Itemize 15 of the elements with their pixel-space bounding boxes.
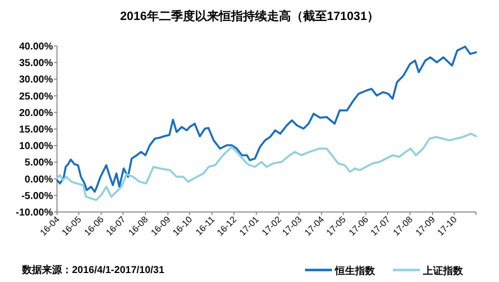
y-tick-label: 5.00% <box>24 158 54 169</box>
legend-label: 恒生指数 <box>334 265 376 277</box>
chart-title: 2016年二季度以来恒指持续走高（截至171031） <box>120 9 379 23</box>
y-tick-label: 10.00% <box>19 141 54 152</box>
y-tick-label: 15.00% <box>19 124 54 136</box>
y-tick-label: 0.00% <box>24 174 54 186</box>
y-tick-label: -10.00% <box>16 208 54 218</box>
y-tick-label: 25.00% <box>19 91 54 102</box>
legend-label: 上证指数 <box>422 265 464 277</box>
y-tick-label: 30.00% <box>19 74 54 86</box>
y-tick-label: 40.00% <box>19 42 54 52</box>
y-tick-label: 20.00% <box>19 108 54 119</box>
y-tick-label: -5.00% <box>21 190 54 202</box>
source-note: 数据来源：2016/4/1-2017/10/31 <box>21 264 165 276</box>
y-tick-label: 35.00% <box>19 58 54 70</box>
